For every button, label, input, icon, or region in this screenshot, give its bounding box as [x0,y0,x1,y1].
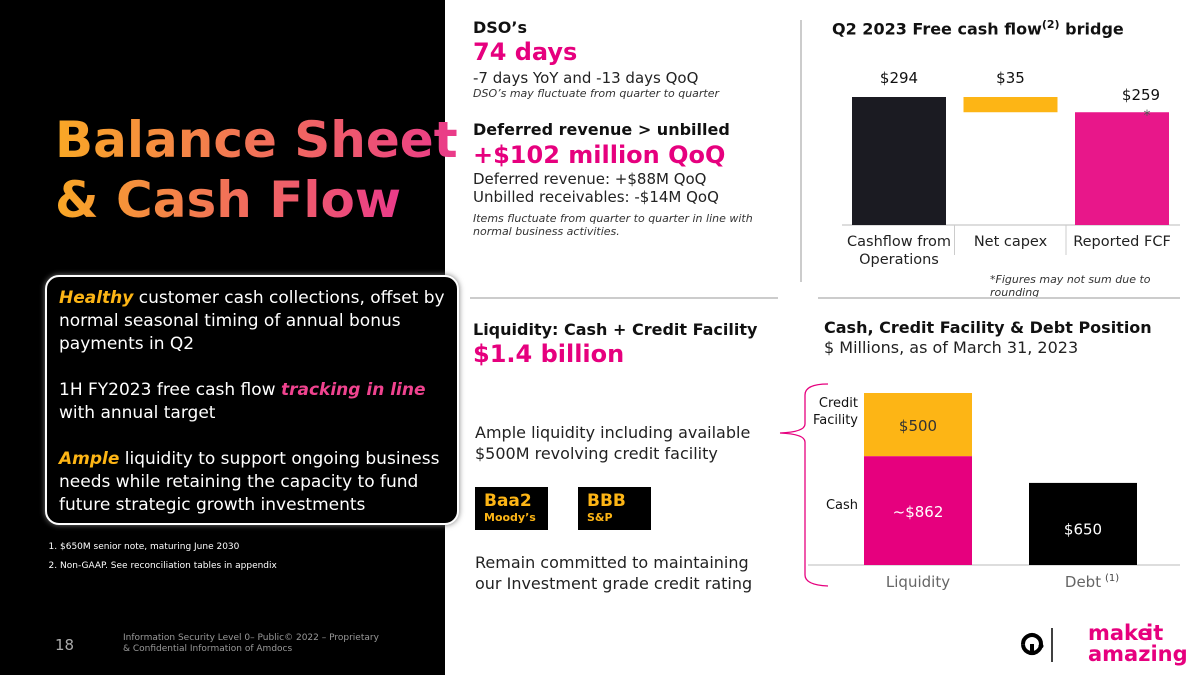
chart-footnote: *Figures may not sum due to rounding [990,273,1151,299]
deferred-note: Items fluctuate from quarter to quarter … [473,212,753,238]
callout-paragraph: Healthy customer cash collections, offse… [59,287,445,356]
dso-heading: DSO’s [473,18,528,37]
deferred-value: +$102 million QoQ [473,141,726,169]
rating-grade: Baa2 [484,491,532,511]
callout-paragraph: 1H FY2023 free cash flow tracking in lin… [59,379,445,425]
callout-paragraph: Ample liquidity to support ongoing busin… [59,448,445,517]
deferred-line: Unbilled receivables: -$14M QoQ [473,188,719,206]
x-tick-label: Reported FCF [1073,234,1171,250]
slide-title: & Cash Flow [55,171,402,229]
chart-title: bridge [1059,19,1124,39]
callout-box: Healthy customer cash collections, offse… [45,275,459,525]
footnote: $650M senior note, maturing June 2030 [60,542,460,552]
x-tick-label: Net capex [973,234,1048,250]
chart-title: Cash, Credit Facility & Debt Position [824,318,1152,337]
chart-title: Q2 2023 Free cash flow(2) bridge [832,18,1124,38]
logo-text: make [1088,621,1152,645]
callout-text: customer cash collections, offset by nor… [59,288,445,354]
data-label: $35 [996,69,1025,87]
callout-text: 1H FY2023 free cash flow [59,380,281,400]
logo-mark [1038,643,1044,649]
bar [1075,112,1169,225]
legend-label: Credit Facility [812,395,858,428]
bar-segment [1029,482,1137,565]
callout-text: liquidity to support ongoing business ne… [59,449,440,515]
bar-segment [864,456,972,565]
liquidity-text: Ample liquidity including available $500… [475,423,751,463]
dso-note: DSO’s may fluctuate from quarter to quar… [473,87,720,100]
callout-text: tracking in line [280,380,426,400]
deferred-heading: Deferred revenue > unbilled [473,120,730,139]
footnotes: $650M senior note, maturing June 2030 No… [38,542,460,580]
rating-grade: BBB [587,491,626,511]
title-superscript: (2) [1041,18,1060,31]
logo: make it amazing [1021,621,1188,666]
data-label: $294 [880,69,918,87]
x-tick-label: Debt [1065,573,1101,591]
callout-text: Healthy [59,288,134,308]
annotation: * [1144,108,1151,124]
liquidity-text: Remain committed to maintaining our Inve… [475,553,753,593]
data-label: ~$862 [893,503,944,521]
rating-badge: Baa2 Moody’s [475,487,548,530]
legend-label: Cash [825,497,858,513]
logo-text: it [1146,621,1163,645]
chart-title: Q2 2023 Free cash flow [832,19,1042,39]
data-label: $259 [1122,86,1160,104]
logo-mark [1021,633,1043,656]
dso-detail: -7 days YoY and -13 days QoQ [473,69,699,87]
logo-text: amazing [1088,642,1188,666]
confidential-note: Information Security Level 0– Public© 20… [123,633,379,654]
x-tick-label: Liquidity [886,573,950,591]
footnote: Non-GAAP. See reconciliation tables in a… [60,561,460,571]
chart-subtitle: $ Millions, as of March 31, 2023 [824,338,1079,357]
dso-value: 74 days [473,38,578,66]
category-note: (1) [1105,573,1119,584]
slide-title: Balance Sheet [55,111,458,169]
bar-segment [864,393,972,457]
bar [852,97,946,225]
rating-agency: S&P [587,511,613,524]
rating-agency: Moody’s [484,511,536,524]
bracket [779,383,829,587]
liquidity-value: $1.4 billion [473,340,625,368]
x-tick-label: Cashflow from Operations [847,234,951,268]
page-number: 18 [55,636,75,654]
callout-text: with annual target [59,403,216,423]
data-label: $500 [899,417,937,435]
bar [963,97,1058,113]
deferred-line: Deferred revenue: +$88M QoQ [473,170,707,188]
liquidity-heading: Liquidity: Cash + Credit Facility [473,320,758,339]
callout-text: Ample [59,449,120,469]
data-label: $650 [1064,520,1102,538]
rating-badge: BBB S&P [578,487,651,530]
